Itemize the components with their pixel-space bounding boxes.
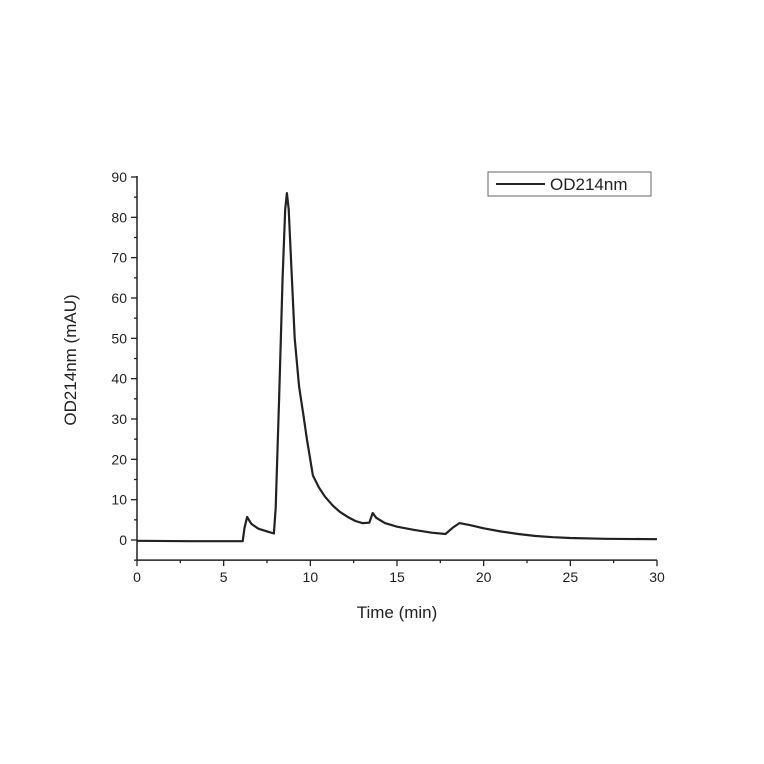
y-axis-title: OD214nm (mAU)	[61, 294, 80, 425]
y-tick-label: 70	[111, 250, 127, 266]
x-tick-label: 15	[389, 569, 405, 585]
x-tick-label: 10	[303, 569, 319, 585]
x-tick-label: 5	[220, 569, 228, 585]
x-tick-label: 0	[133, 569, 141, 585]
series-line-od214nm	[136, 192, 658, 543]
y-tick-label: 20	[111, 451, 127, 467]
x-axis-title: Time (min)	[357, 603, 438, 622]
x-tick-label: 25	[563, 569, 579, 585]
x-axis: 0 5 10 15 20 25 30	[133, 559, 665, 585]
legend-label: OD214nm	[550, 175, 627, 194]
x-tick-label: 30	[649, 569, 665, 585]
y-tick-label: 60	[111, 290, 127, 306]
y-tick-label: 50	[111, 330, 127, 346]
y-tick-label: 0	[119, 532, 127, 548]
legend: OD214nm	[487, 171, 652, 197]
y-tick-label: 90	[111, 169, 127, 185]
y-tick-label: 30	[111, 411, 127, 427]
x-tick-label: 20	[476, 569, 492, 585]
y-tick-label: 10	[111, 492, 127, 508]
y-tick-label: 40	[111, 371, 127, 387]
y-tick-label: 80	[111, 209, 127, 225]
y-axis: 0 10 20 30 40 50 60 70 80 90	[111, 169, 138, 561]
